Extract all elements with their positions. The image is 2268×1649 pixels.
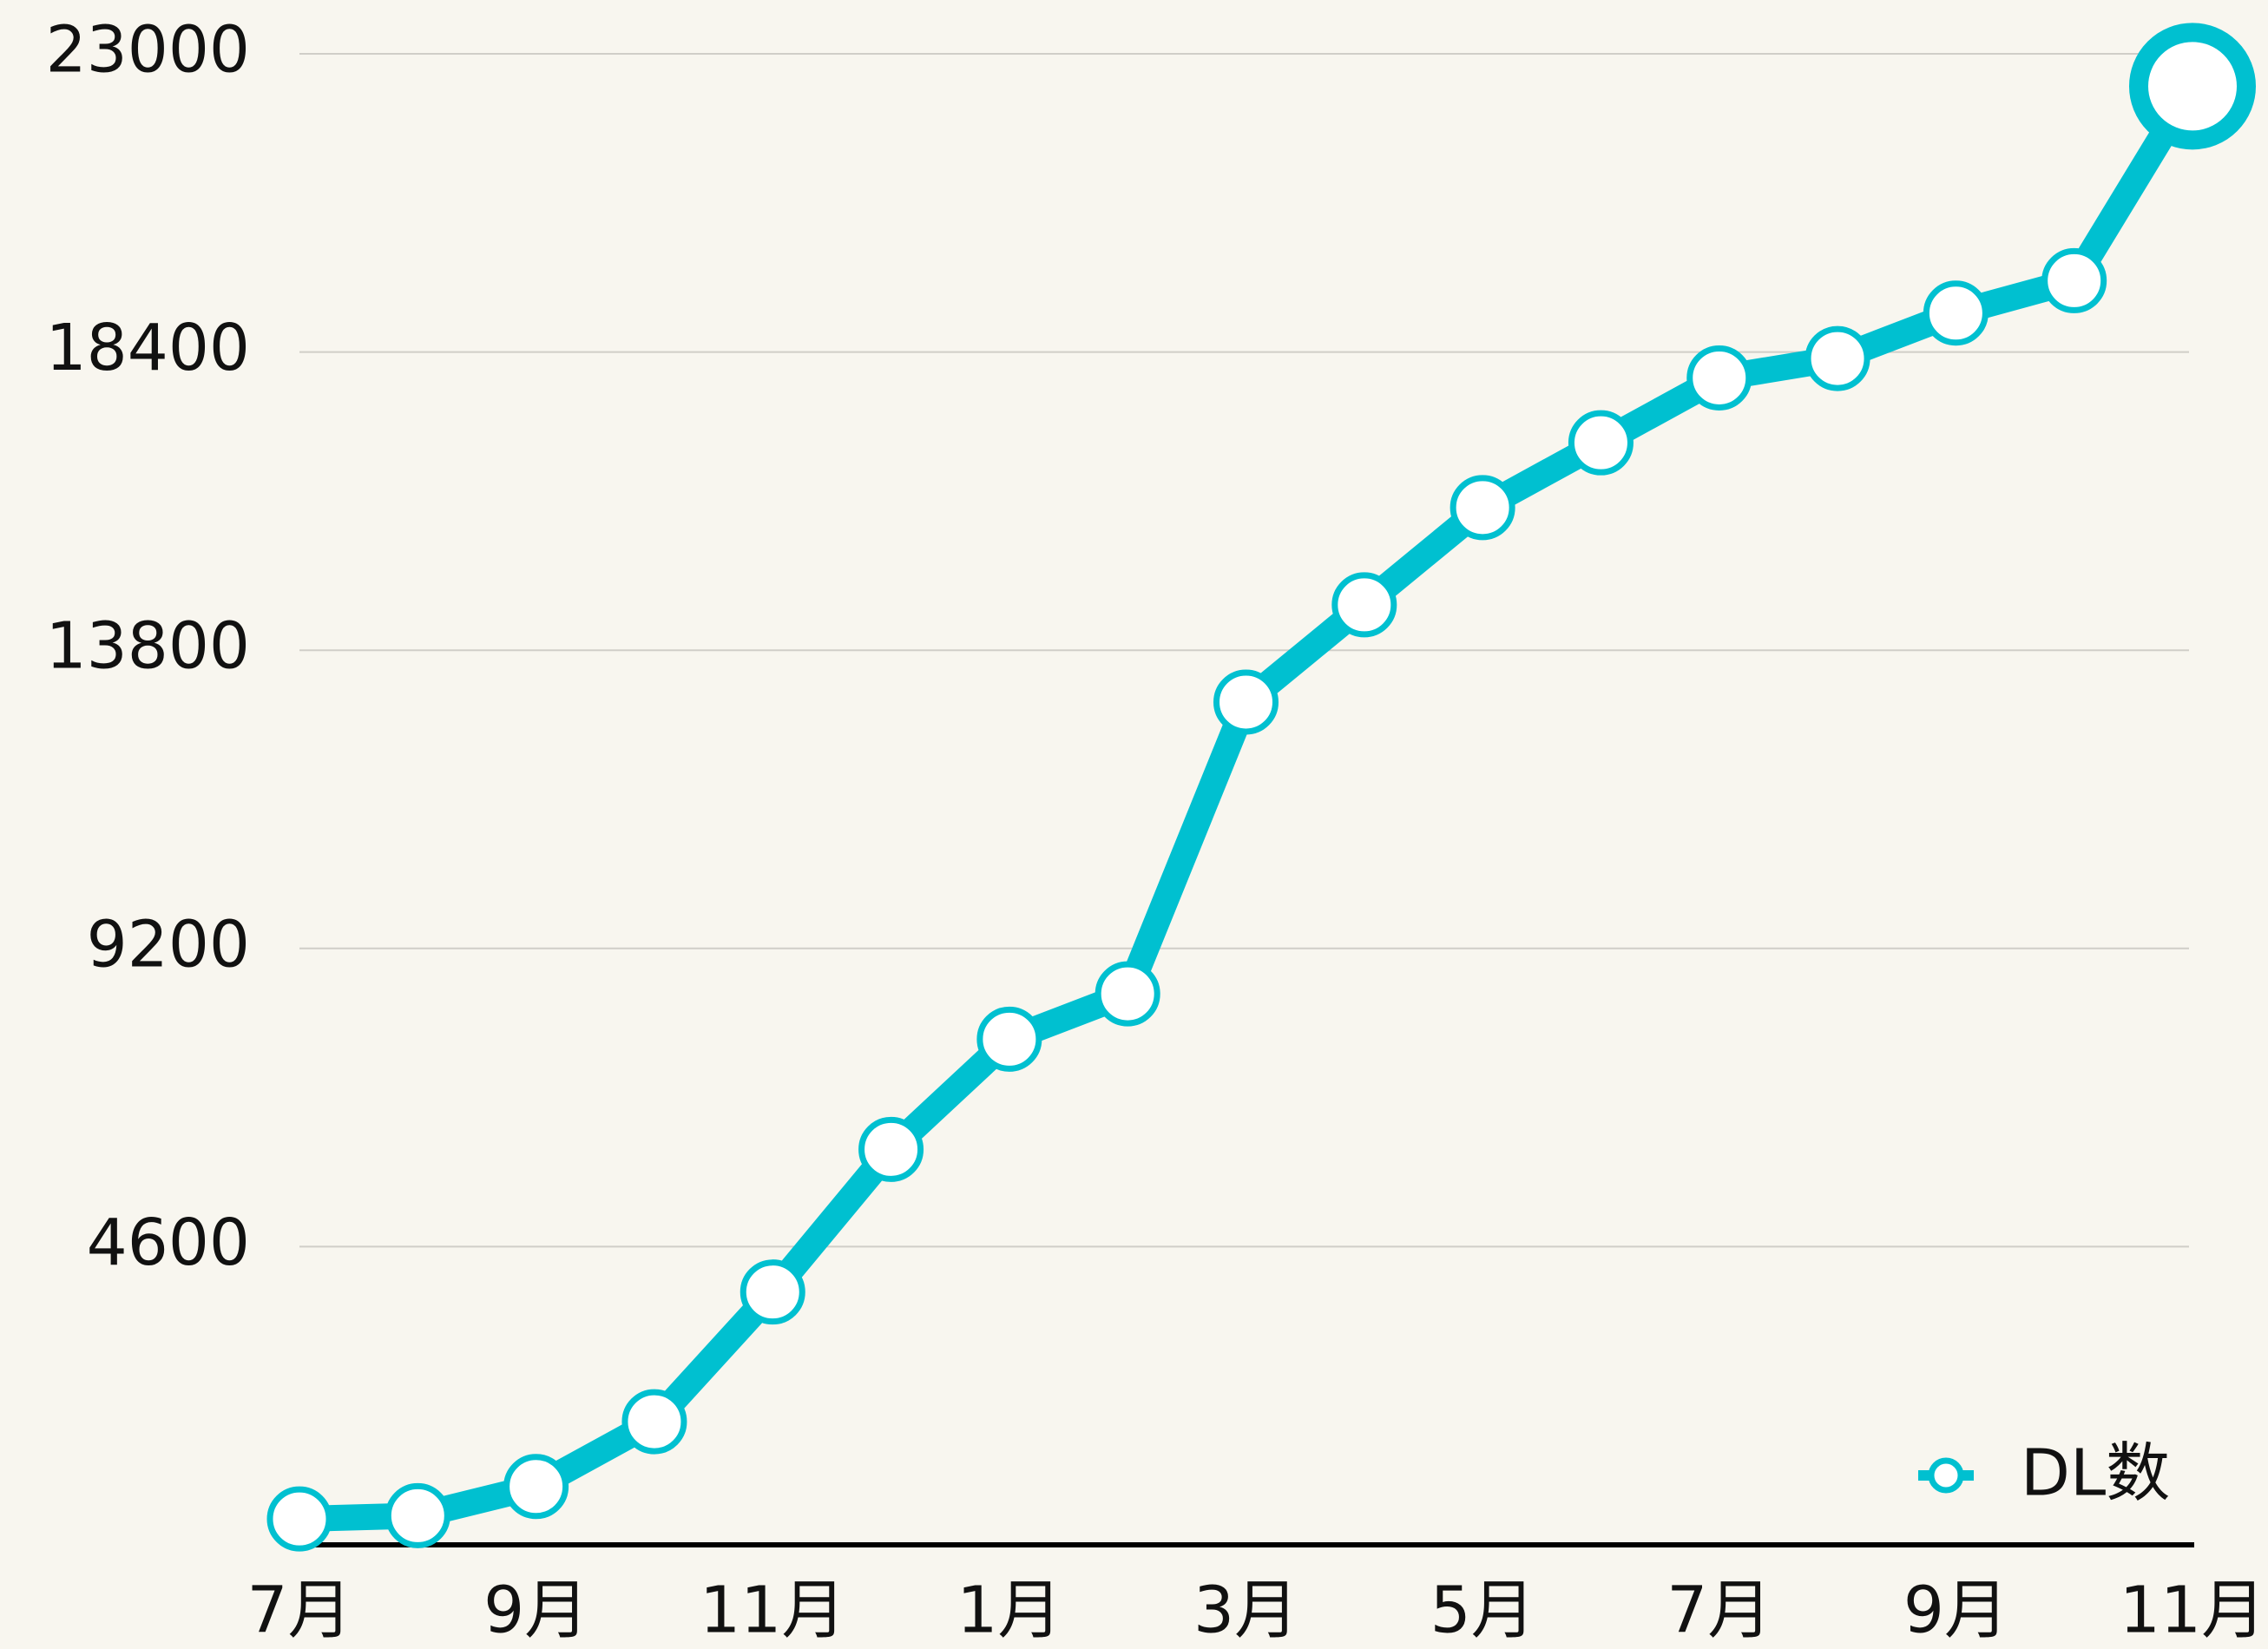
- y-tick-label: 18400: [46, 311, 250, 385]
- point: [1923, 280, 1989, 346]
- point: [740, 1259, 805, 1325]
- point: [621, 1389, 687, 1455]
- point: [2041, 247, 2107, 313]
- x-tick-label: 1月: [957, 1573, 1062, 1648]
- point: [2129, 23, 2256, 150]
- point: [385, 1482, 450, 1548]
- point: [1450, 475, 1515, 541]
- point: [1331, 572, 1397, 638]
- x-tick-label: 7月: [1666, 1573, 1772, 1648]
- x-tick-label: 3月: [1193, 1573, 1298, 1648]
- y-tick-label: 13800: [46, 609, 250, 684]
- x-tick-label: 11月: [700, 1573, 845, 1648]
- point: [976, 1006, 1042, 1072]
- legend-marker: [1928, 1457, 1964, 1494]
- point: [1568, 410, 1634, 476]
- y-tick-label: 23000: [46, 13, 250, 88]
- x-tick-label: 9月: [1903, 1573, 2008, 1648]
- point: [266, 1486, 332, 1552]
- x-tick-label: 11月: [2120, 1573, 2265, 1648]
- line: [299, 79, 2204, 1533]
- y-tick-label: 9200: [87, 907, 250, 982]
- point: [1686, 345, 1752, 411]
- y-tick-label: 4600: [87, 1206, 250, 1280]
- x-tick-label: 9月: [483, 1573, 588, 1648]
- point: [1213, 669, 1279, 735]
- point: [1095, 961, 1160, 1027]
- legend-label: DL数: [2021, 1436, 2170, 1511]
- x-tick-label: 5月: [1430, 1573, 1535, 1648]
- x-tick-label: 7月: [247, 1573, 352, 1648]
- point: [503, 1454, 569, 1520]
- point: [1805, 325, 1870, 391]
- point: [858, 1116, 924, 1182]
